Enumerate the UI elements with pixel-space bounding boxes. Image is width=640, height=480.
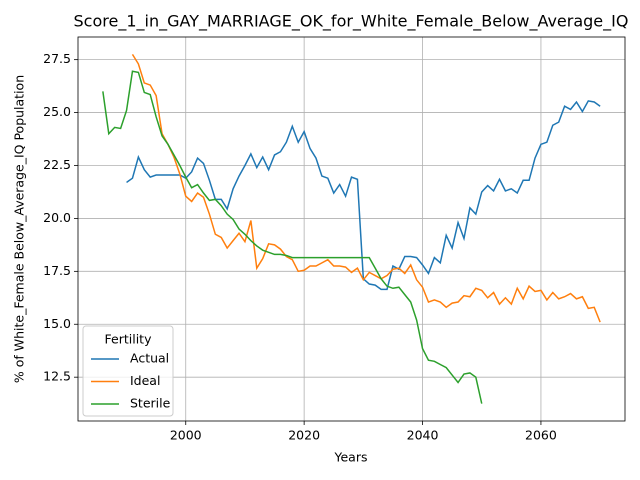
- legend-title: Fertility: [105, 332, 153, 347]
- chart-title: Score_1_in_GAY_MARRIAGE_OK_for_White_Fem…: [74, 12, 629, 32]
- legend-label: Sterile: [130, 396, 171, 411]
- x-tick-label: 2020: [288, 428, 320, 443]
- x-axis-label: Years: [334, 450, 368, 465]
- legend-box: [82, 325, 174, 417]
- y-tick-label: 17.5: [43, 263, 71, 278]
- legend-label: Actual: [130, 351, 169, 366]
- y-tick-label: 12.5: [43, 369, 71, 384]
- plot-frame: [77, 36, 626, 422]
- y-tick-label: 27.5: [43, 51, 71, 66]
- x-tick-label: 2000: [170, 428, 202, 443]
- y-tick-label: 25.0: [43, 104, 71, 119]
- y-tick-label: 22.5: [43, 157, 71, 172]
- x-tick-label: 2060: [525, 428, 557, 443]
- data-line: [131, 53, 601, 323]
- legend: Fertility Actual Ideal Sterile: [82, 325, 174, 417]
- legend-label: Ideal: [130, 373, 160, 388]
- y-tick-label: 15.0: [43, 316, 71, 331]
- y-tick-label: 20.0: [43, 210, 71, 225]
- x-tick-label: 2040: [407, 428, 439, 443]
- y-axis-label: % of White_Female Below_Average_IQ Popul…: [12, 75, 27, 383]
- data-line: [102, 70, 483, 404]
